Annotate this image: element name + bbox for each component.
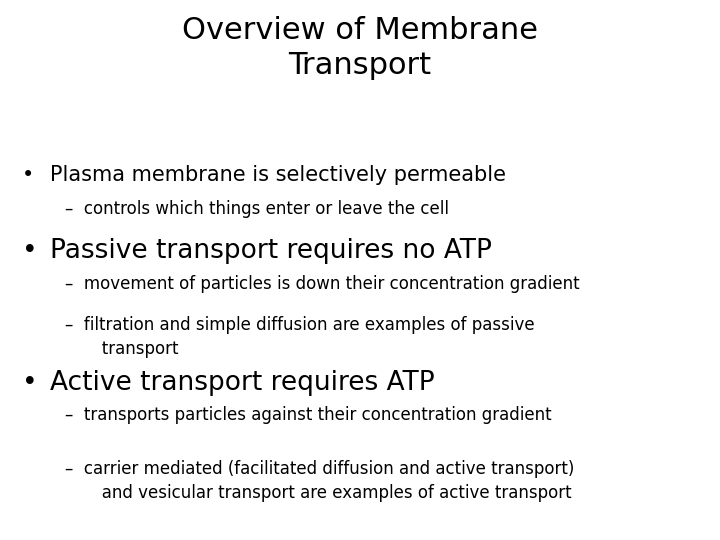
- Text: –  controls which things enter or leave the cell: – controls which things enter or leave t…: [65, 200, 449, 218]
- Text: Plasma membrane is selectively permeable: Plasma membrane is selectively permeable: [50, 165, 506, 185]
- Text: Overview of Membrane
Transport: Overview of Membrane Transport: [182, 16, 538, 80]
- Text: •: •: [22, 165, 34, 185]
- Text: Active transport requires ATP: Active transport requires ATP: [50, 370, 435, 396]
- Text: –  filtration and simple diffusion are examples of passive
       transport: – filtration and simple diffusion are ex…: [65, 316, 534, 357]
- Text: •: •: [22, 370, 37, 396]
- Text: Passive transport requires no ATP: Passive transport requires no ATP: [50, 238, 492, 264]
- Text: •: •: [22, 238, 37, 264]
- Text: –  carrier mediated (facilitated diffusion and active transport)
       and vesi: – carrier mediated (facilitated diffusio…: [65, 460, 574, 502]
- Text: –  movement of particles is down their concentration gradient: – movement of particles is down their co…: [65, 275, 580, 293]
- Text: –  transports particles against their concentration gradient: – transports particles against their con…: [65, 406, 552, 424]
